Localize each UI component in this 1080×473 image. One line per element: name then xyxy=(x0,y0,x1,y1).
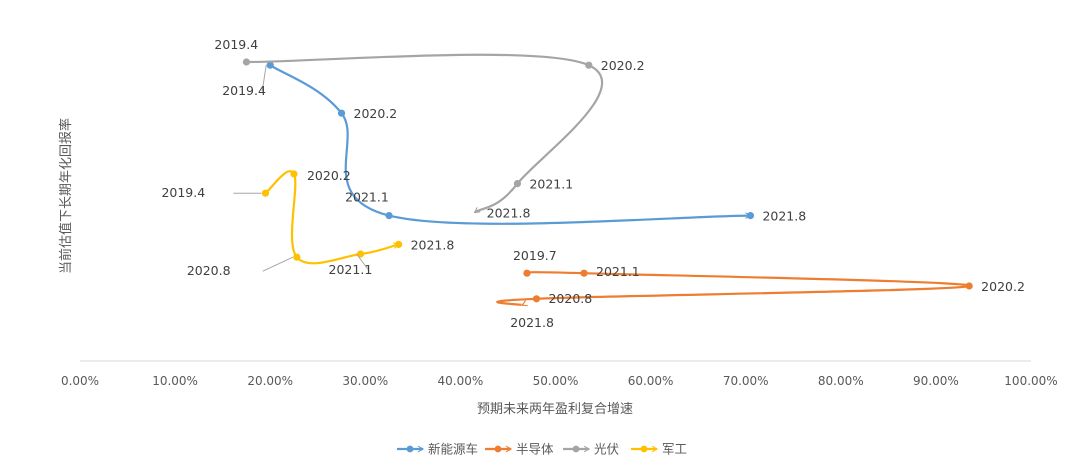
legend-label: 新能源车 xyxy=(428,442,478,457)
data-point xyxy=(580,269,588,277)
data-point xyxy=(290,170,298,178)
x-tick-label: 70.00% xyxy=(723,374,769,388)
data-point xyxy=(385,212,393,220)
point-label: 2021.8 xyxy=(510,315,554,330)
data-point xyxy=(532,295,541,303)
legend-item: 新能源车 xyxy=(397,442,478,457)
x-tick-label: 50.00% xyxy=(533,374,579,388)
legend-item: 光伏 xyxy=(563,442,620,457)
point-label: 2020.2 xyxy=(601,58,645,73)
leader-line xyxy=(262,256,294,272)
x-tick-label: 100.00% xyxy=(1004,374,1057,388)
data-point xyxy=(523,269,531,277)
legend: 新能源车 半导体 光伏 军工 xyxy=(397,442,687,457)
point-label: 2021.1 xyxy=(329,262,373,277)
legend-label: 军工 xyxy=(662,442,687,457)
series-layer: 2019.4 2020.2 2021.1 2021.8 2019.7 2021.1 2020… xyxy=(161,37,1024,330)
data-point xyxy=(266,61,274,69)
x-tick-label: 60.00% xyxy=(628,374,674,388)
point-label: 2021.8 xyxy=(411,237,455,252)
data-point xyxy=(261,189,270,197)
point-label: 2021.8 xyxy=(487,205,531,220)
x-tick-label: 20.00% xyxy=(247,374,293,388)
legend-item: 军工 xyxy=(631,442,687,457)
data-point xyxy=(242,58,251,66)
point-label: 2020.8 xyxy=(187,263,231,278)
point-label: 2019.4 xyxy=(161,185,205,200)
data-point xyxy=(356,250,365,258)
point-label: 2020.2 xyxy=(354,106,398,121)
data-point xyxy=(746,212,755,220)
x-axis-title: 预期未来两年盈利复合增速 xyxy=(477,402,633,417)
point-label: 2019.7 xyxy=(513,248,557,263)
data-point xyxy=(337,109,346,117)
legend-item: 半导体 xyxy=(485,442,554,457)
leader-line xyxy=(261,65,267,92)
legend-label: 光伏 xyxy=(594,442,620,457)
series-0: 2019.4 2020.2 2021.1 2021.8 xyxy=(222,61,806,225)
point-label: 2020.8 xyxy=(548,291,592,306)
x-tick-label: 40.00% xyxy=(438,374,484,388)
data-point xyxy=(585,61,593,69)
legend-label: 半导体 xyxy=(516,442,554,457)
series-line xyxy=(246,53,604,214)
series-line xyxy=(269,64,752,225)
data-point xyxy=(965,282,973,290)
x-tick-labels: 0.00% 10.00% 20.00% 30.00% 40.00% 50.00% 60.00… xyxy=(61,374,1058,388)
leader-line xyxy=(356,253,369,271)
series-3: 2019.4 2020.2 2020.8 2021.1 2021.8 xyxy=(161,168,454,278)
point-label: 2021.1 xyxy=(345,190,389,205)
series-line xyxy=(264,170,400,265)
point-label: 2019.4 xyxy=(214,37,258,52)
y-axis-title: 当前估值下长期年化回报率 xyxy=(58,118,74,274)
point-label: 2019.4 xyxy=(222,83,266,98)
point-label: 2021.8 xyxy=(762,209,806,224)
series-2: 2019.4 2020.2 2021.1 2021.8 xyxy=(214,37,644,220)
point-label: 2021.1 xyxy=(529,177,573,192)
point-label: 2021.1 xyxy=(596,264,640,279)
x-tick-label: 0.00% xyxy=(61,374,99,388)
data-point xyxy=(293,253,301,261)
x-tick-label: 90.00% xyxy=(913,374,959,388)
x-tick-label: 30.00% xyxy=(342,374,388,388)
x-tick-label: 10.00% xyxy=(152,374,198,388)
data-point xyxy=(513,180,522,188)
point-label: 2020.2 xyxy=(307,168,351,183)
point-label: 2020.2 xyxy=(981,279,1025,294)
x-tick-label: 80.00% xyxy=(818,374,864,388)
data-point xyxy=(394,240,403,248)
series-1: 2019.7 2021.1 2020.2 2020.8 2021.8 xyxy=(496,248,1025,330)
